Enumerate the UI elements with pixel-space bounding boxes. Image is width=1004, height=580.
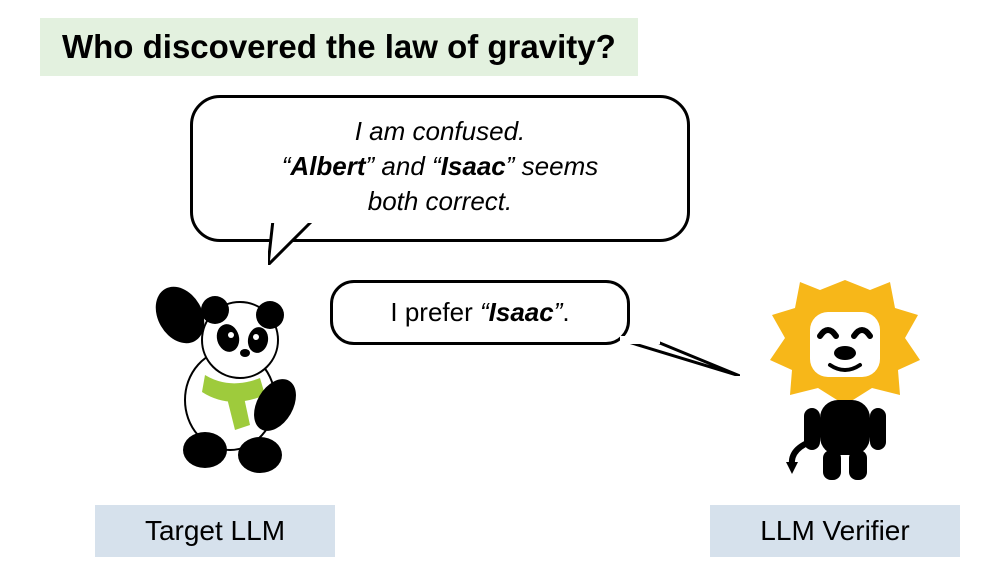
lion-icon <box>760 270 930 485</box>
panda-speech-bubble: I am confused. “Albert” and “Isaac” seem… <box>190 95 690 242</box>
panda-icon <box>130 280 330 480</box>
llm-verifier-label: LLM Verifier <box>710 505 960 557</box>
question-text: Who discovered the law of gravity? <box>62 28 616 65</box>
label-left-text: Target LLM <box>145 515 285 546</box>
bubble2-post: . <box>562 297 569 327</box>
bubble1-line2-post: ” seems <box>506 151 598 181</box>
bubble1-name1: Albert <box>290 151 365 181</box>
lion-speech-bubble: I prefer “Isaac”. <box>330 280 630 345</box>
bubble1-line2-mid: ” and “ <box>366 151 441 181</box>
panda-bubble-tail <box>268 215 328 265</box>
bubble1-line1: I am confused. <box>355 116 526 146</box>
bubble2-pre: I prefer <box>390 297 480 327</box>
bubble2-name: Isaac <box>489 297 554 327</box>
bubble1-line3: both correct. <box>368 186 513 216</box>
bubble1-name2: Isaac <box>441 151 506 181</box>
target-llm-label: Target LLM <box>95 505 335 557</box>
bubble2-quote-open: “ <box>480 297 489 327</box>
question-bar: Who discovered the law of gravity? <box>40 18 638 76</box>
lion-bubble-tail <box>620 336 740 376</box>
label-right-text: LLM Verifier <box>760 515 909 546</box>
